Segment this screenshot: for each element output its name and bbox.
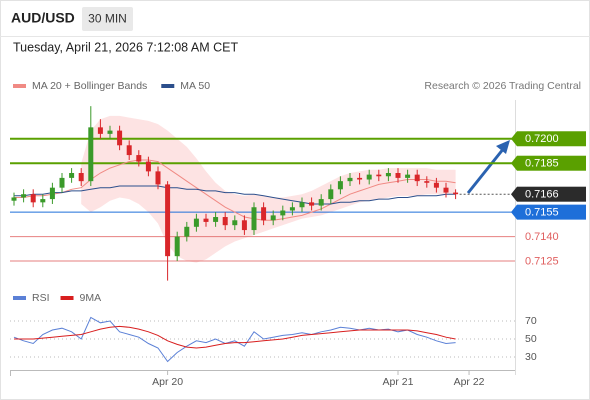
level-pointer — [511, 204, 517, 220]
candle-body — [69, 173, 75, 178]
candle-body — [78, 173, 84, 182]
candle-body — [261, 207, 267, 221]
level-pointer — [511, 186, 517, 202]
legend-label: RSI — [32, 292, 50, 304]
legend-label: MA 20 + Bollinger Bands — [32, 80, 147, 92]
candle-body — [145, 161, 151, 172]
level-label: 0.7200 — [525, 133, 559, 145]
candle-body — [376, 174, 382, 177]
candle-body — [299, 202, 305, 208]
timestamp: Tuesday, April 21, 2026 7:12:08 AM CET — [13, 40, 238, 54]
candle-body — [11, 197, 17, 201]
candle-body — [366, 174, 372, 180]
legend-swatch — [13, 296, 26, 300]
candle-body — [357, 177, 363, 180]
legend-label: MA 50 — [180, 80, 210, 92]
candle-body — [40, 199, 46, 203]
band-layer — [81, 115, 456, 263]
candle-body — [328, 189, 334, 200]
level-box — [517, 155, 586, 171]
candle-body — [337, 181, 343, 190]
bollinger-band — [81, 115, 456, 263]
level-label: 0.7140 — [525, 231, 559, 243]
candle-body — [405, 174, 411, 178]
candle-body — [395, 173, 401, 178]
legend-swatch — [161, 84, 175, 88]
candle-body — [136, 155, 142, 162]
candle-body — [241, 220, 247, 231]
candle-body — [251, 207, 257, 231]
candle-body — [49, 187, 55, 200]
moving-average — [14, 159, 456, 221]
candle-body — [385, 173, 391, 177]
forecast-arrow-head — [496, 140, 510, 154]
legend-label: 9MA — [80, 292, 102, 304]
candle-body — [424, 181, 430, 183]
level-box — [517, 186, 586, 202]
indicator-tick-label: 50 — [525, 333, 537, 345]
symbol-title: AUD/USD — [11, 10, 75, 26]
forecast-arrow — [466, 147, 506, 194]
moving-average — [14, 185, 456, 205]
candle-body — [184, 226, 190, 237]
level-label: 0.7155 — [525, 207, 559, 219]
legend-swatch — [13, 84, 26, 88]
timeframe-label[interactable]: 30 MIN — [88, 12, 127, 26]
candle-body — [193, 218, 199, 227]
candle-body — [203, 218, 209, 222]
label-layer: Apr 20 Apr 21 Apr 22 MA 20 + Bollinger Band… — [13, 80, 586, 388]
candle-body — [126, 145, 132, 156]
candle-body — [443, 187, 449, 193]
x-tick-label: Apr 20 — [152, 376, 183, 388]
credit: Research © 2026 Trading Central — [424, 80, 581, 92]
candle-body — [270, 215, 276, 221]
candle-body — [59, 177, 65, 188]
level-label: 0.7125 — [525, 255, 559, 267]
timeframe-button[interactable] — [82, 7, 133, 31]
candle-body — [453, 192, 459, 195]
candle-body — [21, 194, 27, 198]
candle-body — [222, 217, 228, 226]
level-box — [517, 204, 586, 220]
candle-body — [213, 217, 219, 222]
level-label: 0.7185 — [525, 158, 559, 170]
candle-body — [318, 199, 324, 206]
candle-body — [97, 127, 103, 134]
candle-body — [232, 220, 238, 226]
candle-body — [165, 184, 171, 257]
level-layer — [10, 137, 515, 358]
level-box — [517, 131, 586, 147]
candle-body — [289, 207, 295, 211]
indicator-tick-label: 70 — [525, 315, 537, 327]
candle-body — [174, 236, 180, 257]
legend-swatch — [60, 296, 74, 300]
candle-body — [107, 130, 113, 134]
level-pointer — [511, 155, 517, 171]
candle-body — [155, 171, 161, 185]
candle-body — [347, 177, 353, 182]
x-tick-label: Apr 21 — [383, 376, 414, 388]
level-label: 0.7166 — [525, 189, 559, 201]
candle-body — [117, 130, 123, 146]
candle-body — [88, 127, 94, 182]
candle-body — [414, 174, 420, 182]
candle-body — [433, 182, 439, 188]
x-tick-label: Apr 22 — [454, 376, 485, 388]
candle-body — [309, 202, 315, 206]
candle-body — [30, 194, 36, 203]
candle-body — [280, 210, 286, 216]
level-pointer — [511, 131, 517, 147]
candle-layer — [11, 106, 459, 363]
indicator-line — [14, 325, 456, 349]
indicator-tick-label: 30 — [525, 351, 537, 363]
